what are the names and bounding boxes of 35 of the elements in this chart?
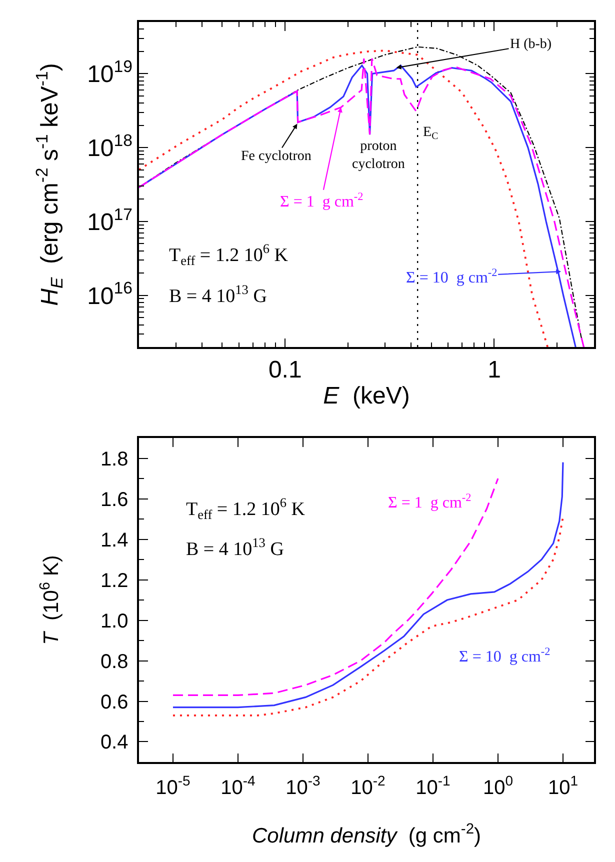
y-tick-label: 1.4: [100, 529, 128, 552]
y-tick-label: 10$^{19}$: [87, 56, 132, 88]
annotation: T$_{eff}$ = 1.2 10$^{6}$ K: [186, 495, 305, 522]
y-tick-label: 10$^{17}$: [87, 204, 132, 236]
y-tick-label: 10$^{16}$: [87, 278, 132, 310]
y-tick-label: 1.2: [100, 570, 128, 592]
y-tick-label: 1.8: [100, 448, 128, 470]
y-tick-label: 10$^{18}$: [87, 130, 132, 162]
annotation: proton cyclotron: [352, 139, 405, 172]
x-tick-label: 10$^{0}$: [482, 772, 514, 799]
x-axis-title: E (keV): [323, 382, 410, 410]
annotation: H (b-b): [510, 37, 552, 52]
series-label: Σ = 10 g cm$^{-2}$: [406, 267, 498, 287]
x-tick-label: 10$^{1}$: [548, 772, 578, 799]
y-tick-label: 0.4: [100, 732, 128, 754]
annotation: Fe cyclotron: [241, 149, 312, 164]
series-label: Σ = 10 g cm$^{-2}$: [459, 646, 550, 666]
annotation: B = 4 10$^{13}$ G: [169, 282, 267, 307]
annotation: T$_{eff}$ = 1.2 10$^{6}$ K: [169, 241, 288, 268]
series-label: Σ = 1 g cm$^{-2}$: [388, 492, 472, 512]
series-label: Σ = 1 g cm$^{-2}$: [280, 191, 364, 211]
x-tick-label: 0.1: [268, 356, 302, 384]
x-tick-label: 10$^{-4}$: [220, 772, 256, 799]
x-tick-label: 10$^{-2}$: [350, 772, 386, 799]
x-tick-label: 10$^{-1}$: [416, 772, 451, 799]
y-tick-label: 1.0: [100, 610, 128, 632]
x-tick-label: 10$^{-5}$: [156, 772, 191, 799]
x-tick-label: 10$^{-3}$: [286, 772, 321, 799]
y-tick-label: 0.6: [100, 691, 128, 714]
ref-line-label: E$_{C}$: [423, 125, 438, 142]
x-tick-label: 1: [488, 356, 501, 384]
x-axis-title: Column density (g cm$^{-2}$): [252, 822, 481, 848]
y-tick-label: 1.6: [100, 488, 128, 511]
annotation: B = 4 10$^{13}$ G: [186, 535, 284, 560]
y-tick-label: 0.8: [100, 650, 128, 673]
